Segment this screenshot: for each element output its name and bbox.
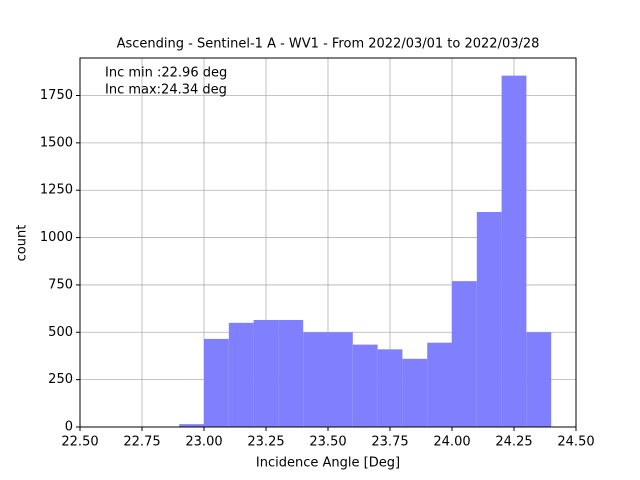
x-tick-label: 24.50 — [557, 435, 594, 450]
y-tick-label: 1500 — [40, 135, 73, 150]
x-tick-label: 23.75 — [371, 435, 408, 450]
y-axis-label: count — [15, 225, 30, 262]
x-tick-label: 23.25 — [247, 435, 284, 450]
bar — [253, 319, 279, 427]
bar — [328, 332, 353, 427]
bar — [278, 319, 304, 427]
bar — [452, 281, 477, 427]
y-tick-label: 0 — [65, 420, 73, 435]
bar — [501, 75, 527, 428]
y-tick-label: 250 — [48, 372, 73, 387]
y-tick-label: 1000 — [40, 230, 73, 245]
chart-title: Ascending - Sentinel-1 A - WV1 - From 20… — [117, 37, 540, 52]
x-tick-label: 23.50 — [309, 435, 346, 450]
bar — [179, 424, 204, 427]
bar — [402, 358, 428, 427]
bar — [526, 332, 552, 427]
annotation: Inc max:24.34 deg — [105, 83, 227, 98]
bar — [377, 349, 403, 427]
bar — [204, 338, 229, 427]
y-tick-label: 500 — [48, 325, 73, 340]
x-tick-label: 23.00 — [185, 435, 222, 450]
bar — [303, 332, 328, 427]
annotation: Inc min :22.96 deg — [105, 66, 227, 81]
x-tick-label: 24.25 — [495, 435, 532, 450]
bar — [476, 212, 502, 427]
bar — [352, 344, 378, 427]
x-tick-label: 22.75 — [123, 435, 160, 450]
bar — [228, 322, 254, 427]
y-tick-label: 1750 — [40, 88, 73, 103]
y-tick-label: 1250 — [40, 183, 73, 198]
y-tick-label: 750 — [48, 277, 73, 292]
x-tick-label: 24.00 — [433, 435, 470, 450]
x-axis-label: Incidence Angle [Deg] — [256, 456, 400, 471]
x-tick-label: 22.50 — [61, 435, 98, 450]
bar — [427, 342, 452, 427]
